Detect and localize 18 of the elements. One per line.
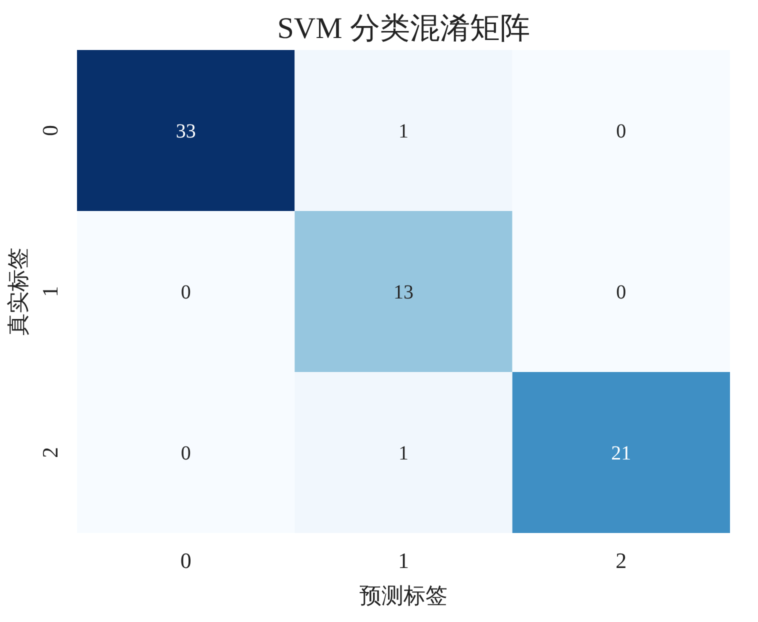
y-tick-label: 0 (38, 125, 62, 136)
data-label: 1 (398, 120, 408, 142)
x-tick-label: 2 (616, 548, 627, 573)
data-label: 21 (611, 442, 632, 464)
data-label: 1 (398, 442, 408, 464)
y-tick-label: 1 (38, 286, 62, 297)
x-axis-title: 预测标签 (360, 583, 448, 608)
data-label: 0 (616, 120, 626, 142)
x-tick-label: 0 (180, 548, 192, 573)
y-axis-title: 真实标签 (6, 248, 30, 336)
x-tick-label: 1 (398, 548, 409, 573)
y-tick-label: 2 (38, 447, 62, 458)
data-label: 0 (616, 282, 626, 304)
chart-title: SVM 分类混淆矩阵 (277, 12, 530, 45)
data-label: 0 (180, 282, 191, 304)
data-label: 0 (180, 442, 191, 464)
data-label: 33 (176, 120, 196, 142)
data-label: 13 (394, 282, 414, 304)
